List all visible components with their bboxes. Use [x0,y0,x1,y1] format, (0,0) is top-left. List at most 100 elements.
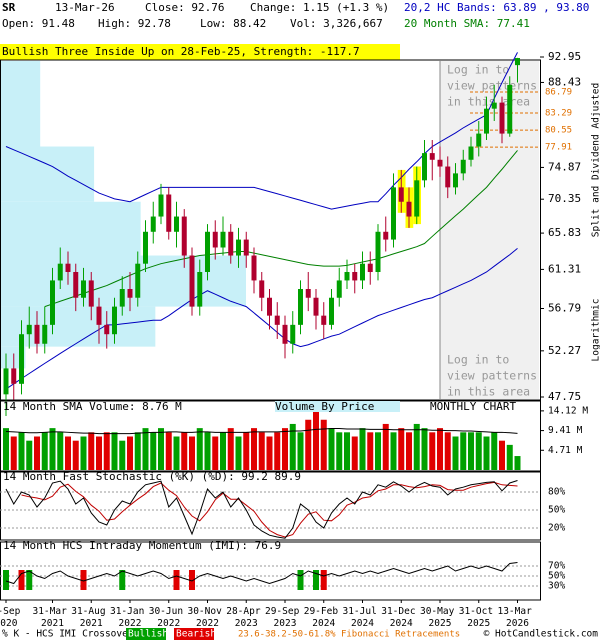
volume-bar [491,432,498,470]
candle-body [143,231,148,264]
candle-body [119,289,125,307]
price-panel [0,59,541,401]
volume-bar [72,440,79,470]
y-tick-label: 14.12 M [548,405,588,416]
y-tick-label: 56.79 [548,301,581,314]
y-tick-label: 70% [548,561,565,572]
candle-body [437,159,443,167]
low: Low: 88.42 [200,17,266,30]
candle-body [205,231,210,272]
high: High: 92.78 [98,17,171,30]
y-tick-label: 52.27 [548,344,581,357]
y-tick-label: 74.87 [548,160,581,173]
fib-label: 77.91 [545,143,572,153]
lower-band [5,247,518,390]
x-tick-label: 30-Jun 2022 [149,606,189,629]
candle-body [166,194,172,232]
volume-bar [181,432,188,470]
x-tick-label: 31-Jul 2024 [342,606,382,629]
volume-bar [437,428,443,470]
sma-line [44,150,518,308]
volume-bar [26,440,33,470]
change: Change: 1.15 (+1.3 %) [250,1,389,14]
volume-bar [282,428,288,470]
candle-body [414,180,420,217]
volume-bar [34,436,40,470]
x-tick-label: 13-Mar 2026 [497,606,537,629]
crossover-bar [119,570,126,590]
volume-panel [0,400,541,472]
bearish-label: Bearish [176,629,216,640]
volume-bar [506,444,513,470]
candle-body [507,84,513,134]
crossover-bar [320,570,327,590]
x-tick-label: 31-Jan 2022 [110,606,150,629]
y-tick-label: 20% [548,523,565,534]
candle-body [484,108,489,134]
close: Close: 92.76 [145,1,224,14]
candle-body [212,231,218,248]
crossover-bar [297,570,304,590]
candle-body [422,153,427,181]
bearish-box [174,628,214,640]
y-tick-label: 50% [548,505,565,516]
candle-body [158,194,164,217]
candle-body [499,102,505,134]
x-tick-label: 29-Feb 2024 [304,606,344,629]
candle-body [220,231,226,248]
candle-body [57,263,63,281]
candle-body [367,263,373,272]
volume-by-price-bar [1,306,156,347]
login-text: view patterns [447,79,537,93]
volume-bar [235,436,242,470]
volume-by-price-bar [1,61,41,147]
crossover-bar [18,570,25,590]
volume-bar [18,432,25,470]
volume-bar [96,436,102,470]
x-tick-label: 31-Mar 2021 [32,606,72,629]
crossover-bar [313,570,319,590]
x-tick-label: 30-May 2025 [420,606,460,629]
volume-bar [134,432,141,470]
volume-bar [289,423,296,470]
candle-body [352,271,358,281]
volume-bar [49,428,56,470]
y-tick-label: 70.35 [548,192,581,205]
candle-body [228,231,234,256]
volume-sma [5,428,518,435]
y-tick-label: 9.41 M [548,425,583,436]
volume-bar [375,432,381,470]
candle-body [383,231,389,240]
candle-body [96,306,102,325]
volume-bar [65,436,71,470]
candle-body [65,263,71,272]
candle-body [267,297,272,316]
imi-panel [0,541,541,601]
y-tick-label: 80% [548,487,565,498]
candle-body [282,324,288,344]
credit: © HotCandlestick.com [484,629,599,640]
bands-label: 20,2 HC Bands: 63.89 , 93.80 [404,1,589,14]
candle-body [189,255,195,307]
volume-bar [468,432,474,470]
x-tick-label: 30-Sep 2020 [0,606,26,629]
volume-bar [413,423,420,470]
volume-bar [421,428,428,470]
login-text: in this area [447,385,530,399]
fib-legend: 23.6-38.2-50-61.8% Fibonacci Retracement… [238,630,460,640]
volume-bar [111,432,118,470]
volume-bar [258,432,265,470]
candle-body [460,159,466,174]
fib-label: 86.79 [545,88,572,98]
volume-bar [460,432,467,470]
candle-body [104,324,110,335]
annotation: Bullish Three Inside Up on 28-Feb-25, St… [2,45,360,58]
y-tick-label: 61.31 [548,262,581,275]
volume-bar [158,428,164,470]
volume-bar [142,428,149,470]
x-tick-label: 31-Aug 2021 [71,606,111,629]
volume-bar [344,432,350,470]
volume-bar [452,436,459,470]
y-tick-label: 92.95 [548,50,581,63]
bullish-label: Bullish [128,629,168,640]
